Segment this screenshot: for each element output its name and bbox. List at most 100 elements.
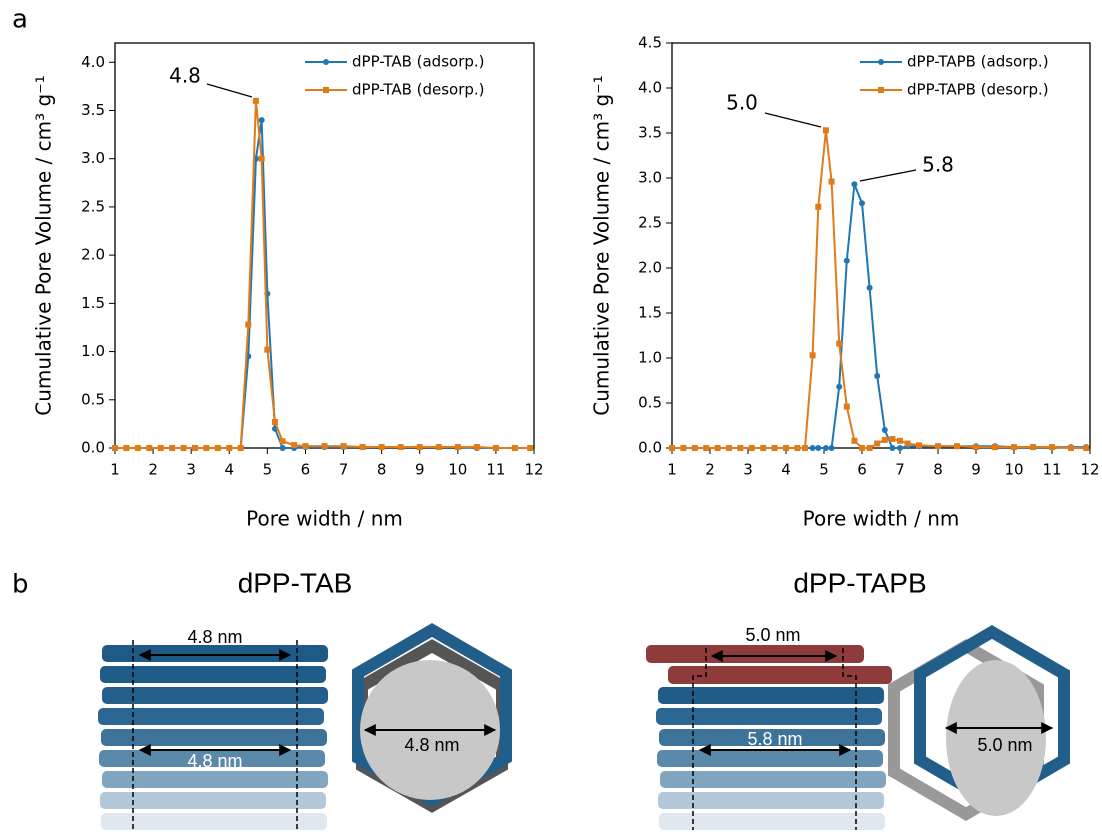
x-tick-label: 6 xyxy=(857,461,867,479)
data-point xyxy=(397,444,404,451)
data-point xyxy=(843,257,850,264)
data-point xyxy=(279,438,286,445)
data-point xyxy=(836,340,843,347)
layer xyxy=(101,813,327,830)
y-tick-label: 0.0 xyxy=(81,439,105,457)
data-point xyxy=(123,445,130,451)
data-point xyxy=(340,443,347,450)
layer xyxy=(100,792,326,809)
data-point xyxy=(1030,444,1036,451)
data-point xyxy=(1068,445,1074,451)
data-point xyxy=(703,445,710,451)
data-point xyxy=(828,178,835,185)
data-point xyxy=(378,444,385,451)
data-point xyxy=(889,436,896,442)
data-point xyxy=(714,445,721,451)
diagram-right: dPP-TAPB 5.0 nm 5.8 nm 5.0 nm xyxy=(646,567,1070,830)
series-line xyxy=(672,130,1087,449)
x-tick-label: 2 xyxy=(705,461,715,479)
y-tick-label: 1.0 xyxy=(638,349,662,367)
x-tick-label: 12 xyxy=(1080,461,1099,479)
data-point xyxy=(866,284,873,291)
data-point xyxy=(836,383,843,390)
panel-label: b xyxy=(12,570,29,600)
data-point xyxy=(435,444,442,451)
panel-label: a xyxy=(12,5,28,35)
data-point xyxy=(258,155,265,162)
data-point xyxy=(822,445,829,451)
x-axis-label: Pore width / nm xyxy=(803,507,960,531)
layer xyxy=(102,645,328,662)
data-point xyxy=(866,445,873,451)
data-point xyxy=(881,436,888,443)
data-point xyxy=(904,440,911,447)
dash xyxy=(692,648,707,830)
data-point xyxy=(828,445,835,451)
y-tick-label: 3.0 xyxy=(638,169,662,187)
data-point xyxy=(473,444,480,451)
layer xyxy=(656,708,882,725)
data-point xyxy=(134,445,141,451)
data-point xyxy=(935,443,941,450)
data-point xyxy=(191,445,198,451)
layer xyxy=(660,771,886,788)
y-tick-label: 2.5 xyxy=(638,214,662,232)
y-tick-label: 0.5 xyxy=(638,394,662,412)
y-axis-label: Cumulative Pore Volume / cm³ g⁻¹ xyxy=(32,75,56,416)
data-point xyxy=(859,445,865,451)
data-point xyxy=(321,443,328,450)
data-point xyxy=(794,445,801,451)
data-point xyxy=(279,445,286,451)
layer xyxy=(102,687,328,704)
x-tick-label: 4 xyxy=(224,461,234,479)
layer xyxy=(98,708,324,725)
hexagon xyxy=(352,623,512,807)
data-point xyxy=(416,444,423,451)
y-axis-label: Cumulative Pore Volume / cm³ g⁻¹ xyxy=(590,75,614,416)
layer xyxy=(658,792,884,809)
data-point xyxy=(1049,444,1055,451)
data-point xyxy=(112,445,118,451)
data-point xyxy=(783,445,789,451)
legend-label: dPP-TAPB (desorp.) xyxy=(907,81,1049,99)
data-point xyxy=(874,440,881,447)
data-point xyxy=(245,321,252,328)
annotation: 4.8 xyxy=(169,64,201,88)
data-point xyxy=(492,445,499,451)
annotation-leader xyxy=(764,112,822,128)
legend-marker xyxy=(878,87,884,93)
x-tick-label: 12 xyxy=(524,461,543,479)
layer xyxy=(646,645,864,663)
data-point xyxy=(691,445,698,451)
series-line xyxy=(115,119,531,449)
data-point xyxy=(226,445,233,451)
x-tick-label: 9 xyxy=(971,461,981,479)
data-point xyxy=(454,444,461,451)
y-tick-label: 3.5 xyxy=(638,124,662,142)
legend-marker xyxy=(323,59,329,65)
x-tick-label: 1 xyxy=(667,461,677,479)
data-point xyxy=(916,442,922,449)
x-tick-label: 11 xyxy=(1042,461,1061,479)
y-tick-label: 1.5 xyxy=(638,304,662,322)
diagram-left: dPP-TAB 4.8 nm 4.8 nm 4.8 nm xyxy=(98,567,512,830)
data-point xyxy=(897,445,903,451)
y-tick-label: 2.0 xyxy=(81,246,105,264)
data-point xyxy=(822,127,829,134)
layer xyxy=(657,750,883,767)
x-tick-label: 3 xyxy=(186,461,196,479)
data-point xyxy=(889,445,896,451)
data-point xyxy=(680,445,687,451)
data-point xyxy=(954,443,960,450)
data-point xyxy=(511,445,518,451)
pore xyxy=(946,660,1046,816)
annotation-leader xyxy=(859,169,917,182)
y-tick-label: 0.0 xyxy=(638,439,662,457)
x-tick-label: 11 xyxy=(486,461,505,479)
dash xyxy=(842,648,857,830)
data-point xyxy=(669,445,675,451)
legend-marker xyxy=(878,59,884,65)
dimension-label: 5.0 nm xyxy=(977,735,1032,755)
y-tick-label: 1.0 xyxy=(81,342,105,360)
